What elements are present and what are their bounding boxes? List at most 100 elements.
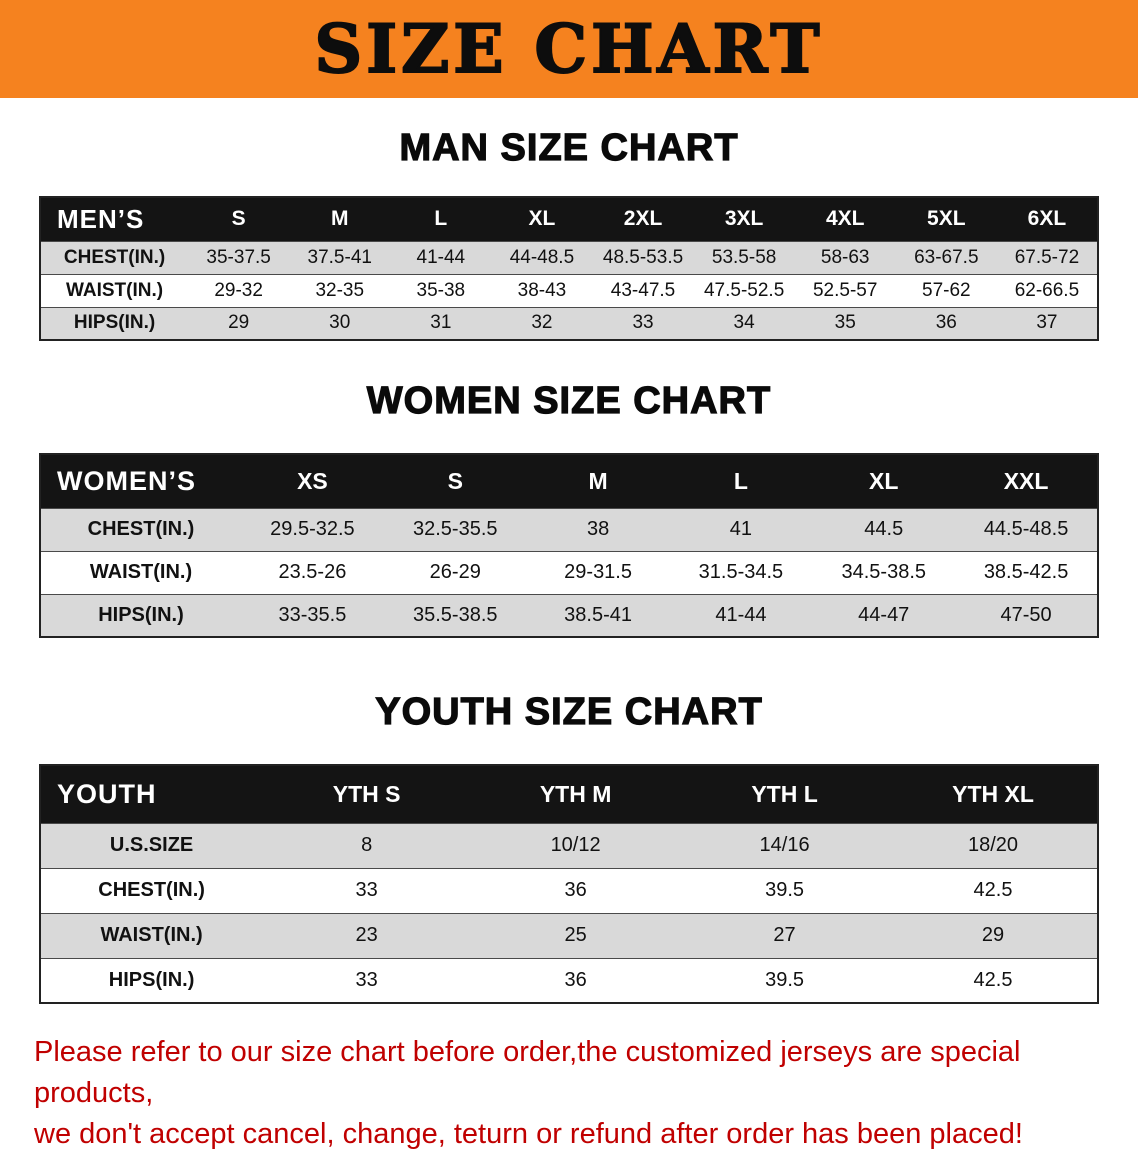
size-header-cell: 3XL xyxy=(693,197,795,241)
size-header-cell: YTH S xyxy=(262,765,472,823)
value-cell: 35-38 xyxy=(390,273,492,307)
row-label-cell: CHEST(IN.) xyxy=(40,507,242,551)
title-banner: SIZE CHART xyxy=(0,0,1138,98)
size-header-cell: YTH M xyxy=(471,765,681,823)
youth-size-table: YOUTH YTH S YTH M YTH L YTH XL U.S.SIZE 8 10/12… xyxy=(39,764,1099,1004)
value-cell: 41 xyxy=(669,507,813,551)
size-header-cell: XS xyxy=(241,454,384,508)
value-cell: 52.5-57 xyxy=(794,273,896,307)
value-cell: 34.5-38.5 xyxy=(812,550,956,594)
header-row: YOUTH YTH S YTH M YTH L YTH XL xyxy=(40,765,1098,823)
row-label-cell: CHEST(IN.) xyxy=(40,867,263,913)
value-cell: 44-47 xyxy=(812,593,956,637)
size-header-cell: S xyxy=(188,197,290,241)
value-cell: 29-31.5 xyxy=(526,550,670,594)
size-header-cell: M xyxy=(289,197,391,241)
value-cell: 41-44 xyxy=(669,593,813,637)
women-size-section: WOMEN SIZE CHART WOMEN’S XS S M L XL XXL CHEST(… xyxy=(0,379,1138,638)
value-cell: 32 xyxy=(491,306,593,340)
value-cell: 57-62 xyxy=(895,273,997,307)
value-cell: 35.5-38.5 xyxy=(383,593,527,637)
table-row: CHEST(IN.) 33 36 39.5 42.5 xyxy=(40,867,1098,913)
value-cell: 8 xyxy=(262,822,472,868)
header-row: MEN’S S M L XL 2XL 3XL 4XL 5XL 6XL xyxy=(40,197,1098,241)
table-title-cell: MEN’S xyxy=(40,197,189,241)
value-cell: 37.5-41 xyxy=(289,240,391,274)
value-cell: 33 xyxy=(262,957,472,1003)
value-cell: 33 xyxy=(262,867,472,913)
value-cell: 41-44 xyxy=(390,240,492,274)
value-cell: 29 xyxy=(188,306,290,340)
value-cell: 18/20 xyxy=(889,822,1098,868)
size-header-cell: XL xyxy=(491,197,593,241)
size-header-cell: 2XL xyxy=(592,197,694,241)
value-cell: 58-63 xyxy=(794,240,896,274)
page-title: SIZE CHART xyxy=(314,10,824,88)
value-cell: 34 xyxy=(693,306,795,340)
value-cell: 42.5 xyxy=(889,957,1098,1003)
value-cell: 39.5 xyxy=(680,957,890,1003)
row-label-cell: U.S.SIZE xyxy=(40,822,263,868)
youth-section-heading: YOUTH SIZE CHART xyxy=(375,690,763,733)
value-cell: 29-32 xyxy=(188,273,290,307)
value-cell: 39.5 xyxy=(680,867,890,913)
value-cell: 38.5-41 xyxy=(526,593,670,637)
value-cell: 44.5-48.5 xyxy=(955,507,1098,551)
value-cell: 47.5-52.5 xyxy=(693,273,795,307)
value-cell: 23.5-26 xyxy=(241,550,384,594)
value-cell: 36 xyxy=(471,957,681,1003)
table-row: WAIST(IN.) 23.5-26 26-29 29-31.5 31.5-34.5 34… xyxy=(40,550,1098,594)
table-row: CHEST(IN.) 29.5-32.5 32.5-35.5 38 41 44.5 44.5… xyxy=(40,507,1098,551)
size-header-cell: L xyxy=(390,197,492,241)
value-cell: 29 xyxy=(889,912,1098,958)
value-cell: 63-67.5 xyxy=(895,240,997,274)
value-cell: 38 xyxy=(526,507,670,551)
size-header-cell: YTH L xyxy=(680,765,890,823)
size-header-cell: L xyxy=(669,454,813,508)
value-cell: 48.5-53.5 xyxy=(592,240,694,274)
row-label-cell: CHEST(IN.) xyxy=(40,240,189,274)
size-header-cell: YTH XL xyxy=(889,765,1098,823)
value-cell: 31 xyxy=(390,306,492,340)
value-cell: 31.5-34.5 xyxy=(669,550,813,594)
size-header-cell: M xyxy=(526,454,670,508)
value-cell: 38.5-42.5 xyxy=(955,550,1098,594)
value-cell: 38-43 xyxy=(491,273,593,307)
value-cell: 43-47.5 xyxy=(592,273,694,307)
size-header-cell: 6XL xyxy=(996,197,1098,241)
row-label-cell: WAIST(IN.) xyxy=(40,912,263,958)
value-cell: 29.5-32.5 xyxy=(241,507,384,551)
value-cell: 14/16 xyxy=(680,822,890,868)
value-cell: 27 xyxy=(680,912,890,958)
value-cell: 62-66.5 xyxy=(996,273,1098,307)
table-title-cell: YOUTH xyxy=(40,765,263,823)
notice-line-2: we don't accept cancel, change, teturn o… xyxy=(34,1118,1023,1150)
value-cell: 25 xyxy=(471,912,681,958)
size-header-cell: XL xyxy=(812,454,956,508)
row-label-cell: WAIST(IN.) xyxy=(40,273,189,307)
row-label-cell: HIPS(IN.) xyxy=(40,593,242,637)
value-cell: 67.5-72 xyxy=(996,240,1098,274)
value-cell: 44-48.5 xyxy=(491,240,593,274)
value-cell: 36 xyxy=(895,306,997,340)
row-label-cell: WAIST(IN.) xyxy=(40,550,242,594)
size-header-cell: 4XL xyxy=(794,197,896,241)
value-cell: 10/12 xyxy=(471,822,681,868)
value-cell: 35-37.5 xyxy=(188,240,290,274)
table-row: HIPS(IN.) 33 36 39.5 42.5 xyxy=(40,957,1098,1003)
men-size-section: MAN SIZE CHART MEN’S S M L XL 2XL 3XL 4XL 5XL 6XL… xyxy=(0,126,1138,341)
value-cell: 23 xyxy=(262,912,472,958)
value-cell: 32-35 xyxy=(289,273,391,307)
value-cell: 47-50 xyxy=(955,593,1098,637)
table-row: HIPS(IN.) 29 30 31 32 33 34 35 36 37 xyxy=(40,306,1098,340)
header-row: WOMEN’S XS S M L XL XXL xyxy=(40,454,1098,508)
table-row: WAIST(IN.) 23 25 27 29 xyxy=(40,912,1098,958)
value-cell: 30 xyxy=(289,306,391,340)
value-cell: 26-29 xyxy=(383,550,527,594)
value-cell: 53.5-58 xyxy=(693,240,795,274)
men-section-heading: MAN SIZE CHART xyxy=(399,126,739,169)
table-row: HIPS(IN.) 33-35.5 35.5-38.5 38.5-41 41-44 44-… xyxy=(40,593,1098,637)
table-row: WAIST(IN.) 29-32 32-35 35-38 38-43 43-47.5 47.… xyxy=(40,273,1098,307)
value-cell: 36 xyxy=(471,867,681,913)
